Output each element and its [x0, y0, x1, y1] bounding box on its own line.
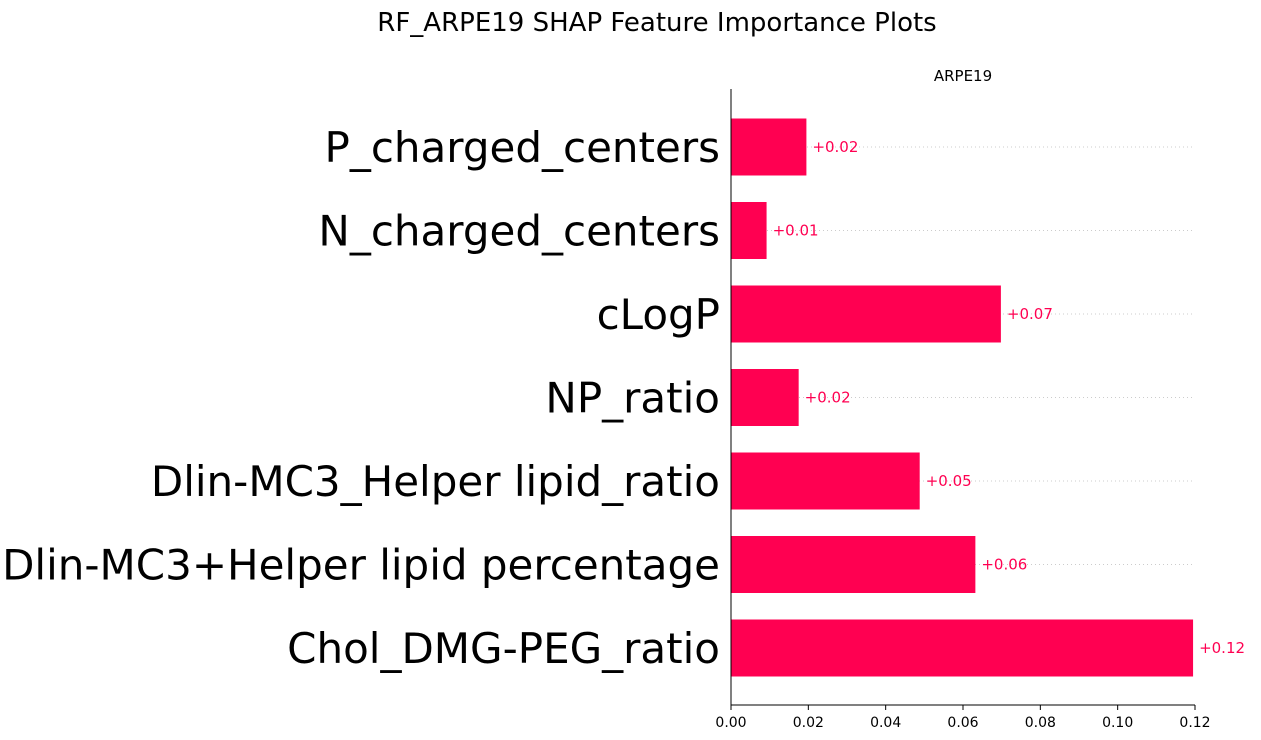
x-tick-label: 0.04	[870, 715, 901, 731]
x-tick-label: 0.06	[947, 715, 978, 731]
value-label: +0.05	[926, 472, 972, 490]
bar	[731, 285, 1001, 343]
value-label: +0.01	[773, 222, 819, 240]
value-label: +0.02	[812, 138, 858, 156]
feature-label: Dlin-MC3+Helper lipid percentage	[2, 541, 720, 590]
feature-label: Chol_DMG-PEG_ratio	[287, 624, 720, 673]
value-labels-group: +0.02 +0.01 +0.07 +0.02 +0.05 +0.06 +0.12	[773, 138, 1245, 657]
feature-labels-group: P_charged_centers N_charged_centers cLogP N…	[2, 123, 720, 673]
bars-group	[731, 118, 1194, 677]
value-label: +0.07	[1007, 305, 1053, 323]
figure-title: RF_ARPE19 SHAP Feature Importance Plots	[377, 8, 936, 38]
bar	[731, 202, 767, 259]
feature-label: N_charged_centers	[318, 207, 720, 256]
bar	[731, 369, 799, 426]
value-label: +0.06	[981, 556, 1027, 574]
feature-label: P_charged_centers	[325, 123, 720, 172]
value-label: +0.02	[805, 389, 851, 407]
x-tick-label: 0.12	[1179, 715, 1210, 731]
x-tick-label: 0.02	[793, 715, 824, 731]
bar	[731, 118, 807, 176]
feature-label: NP_ratio	[545, 374, 720, 423]
bar	[731, 536, 976, 593]
x-tick-label: 0.08	[1025, 715, 1056, 731]
x-tick-label: 0.10	[1102, 715, 1133, 731]
feature-label: Dlin-MC3_Helper lipid_ratio	[151, 457, 720, 506]
x-axis-ticks: 0.00 0.02 0.04 0.06 0.08 0.10 0.12	[715, 705, 1211, 731]
feature-label: cLogP	[597, 290, 720, 339]
chart-title: ARPE19	[934, 67, 992, 85]
bar	[731, 619, 1194, 677]
bar	[731, 452, 920, 510]
value-label: +0.12	[1199, 639, 1245, 657]
x-tick-label: 0.00	[715, 715, 746, 731]
